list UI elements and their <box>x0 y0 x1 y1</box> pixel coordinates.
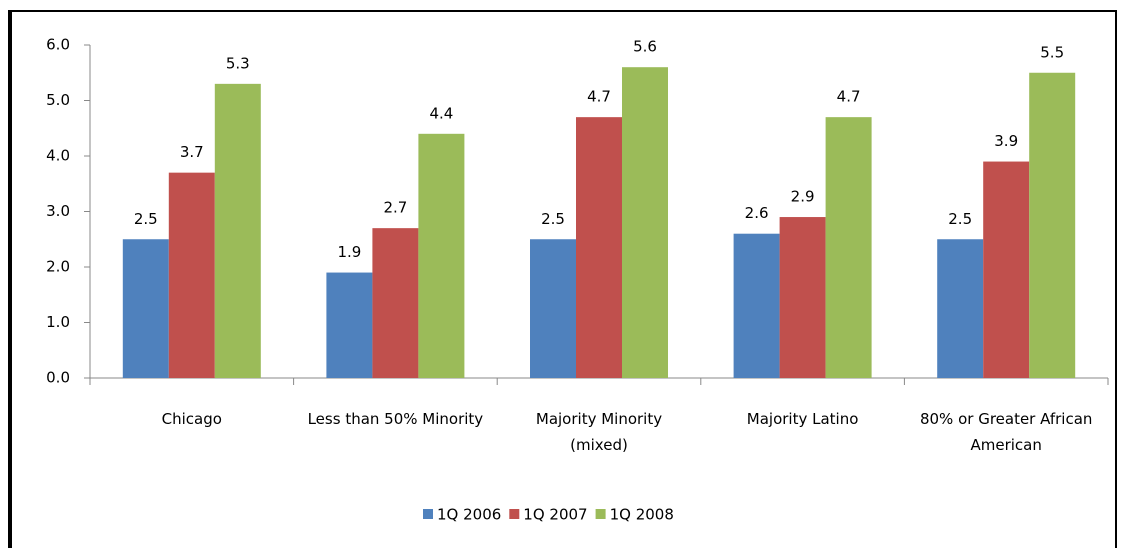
bar <box>326 272 373 378</box>
bar <box>418 133 465 378</box>
bar <box>779 217 826 378</box>
data-label: 3.9 <box>994 132 1018 150</box>
legend-swatch <box>423 509 433 519</box>
y-tick-label: 5.0 <box>46 91 70 109</box>
bar <box>937 239 984 378</box>
bar <box>576 117 622 379</box>
bar <box>372 228 419 378</box>
bar <box>983 161 1030 378</box>
data-label: 3.7 <box>180 143 204 161</box>
data-label: 2.5 <box>948 210 972 228</box>
data-label: 2.7 <box>383 199 407 217</box>
x-tick-label: Majority Latino <box>746 410 859 428</box>
bar <box>1029 72 1076 378</box>
data-label: 2.5 <box>541 210 565 228</box>
bar <box>530 239 576 378</box>
legend-label: 1Q 2008 <box>610 506 674 524</box>
data-label: 4.7 <box>587 88 611 106</box>
y-tick-label: 6.0 <box>46 36 70 54</box>
data-label: 5.3 <box>226 54 250 72</box>
legend-swatch <box>509 509 520 519</box>
y-tick-label: 0.0 <box>46 369 70 387</box>
x-tick-label: Chicago <box>161 410 222 428</box>
bar <box>622 67 668 378</box>
x-tick-label: Less than 50% Minority <box>307 410 484 428</box>
y-tick-label: 1.0 <box>46 313 70 331</box>
data-label: 4.7 <box>837 88 861 106</box>
data-label: 4.4 <box>429 104 453 122</box>
data-label: 2.6 <box>745 204 769 222</box>
legend-label: 1Q 2007 <box>523 506 587 524</box>
x-tick-label: 80% or Greater African American <box>919 410 1093 454</box>
bar <box>733 233 780 378</box>
y-tick-label: 3.0 <box>46 202 70 220</box>
bar <box>214 83 261 378</box>
data-label: 2.9 <box>791 188 815 206</box>
data-label: 5.6 <box>633 38 657 56</box>
bar <box>168 172 215 378</box>
bar <box>825 117 872 379</box>
legend-swatch <box>595 509 606 519</box>
legend-label: 1Q 2006 <box>437 506 501 524</box>
x-tick-label: Majority Minority (mixed) <box>535 410 663 454</box>
data-label: 2.5 <box>134 210 158 228</box>
bar <box>122 239 169 378</box>
y-tick-label: 2.0 <box>46 258 70 276</box>
data-label: 5.5 <box>1040 43 1064 61</box>
data-label: 1.9 <box>337 243 361 261</box>
y-tick-label: 4.0 <box>46 147 70 165</box>
